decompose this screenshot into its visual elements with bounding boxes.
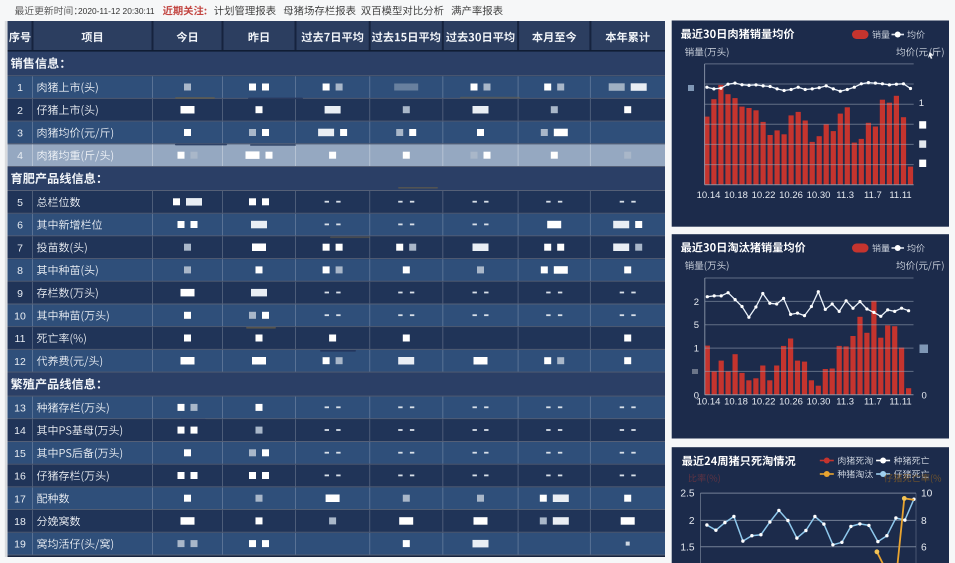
- svg-text:9: 9: [17, 288, 23, 300]
- svg-text:0: 0: [922, 390, 927, 401]
- svg-text:1: 1: [694, 344, 699, 355]
- svg-text:15: 15: [14, 448, 26, 460]
- svg-text:10.30: 10.30: [807, 397, 831, 408]
- svg-text:10.18: 10.18: [724, 397, 748, 408]
- svg-text:11.7: 11.7: [864, 190, 882, 201]
- svg-text:10.18: 10.18: [724, 190, 748, 201]
- svg-text:8: 8: [17, 265, 23, 277]
- svg-text:14: 14: [14, 425, 26, 437]
- svg-text:2020-11-12 20:30:11: 2020-11-12 20:30:11: [78, 6, 155, 16]
- svg-text:5: 5: [17, 197, 23, 209]
- svg-text:10.30: 10.30: [807, 190, 831, 201]
- svg-text:3: 3: [17, 128, 23, 140]
- svg-text:11: 11: [15, 333, 26, 345]
- svg-text:2: 2: [689, 516, 695, 527]
- svg-text:2: 2: [17, 105, 23, 117]
- svg-text:2.5: 2.5: [680, 489, 694, 500]
- svg-text:18: 18: [14, 516, 26, 528]
- svg-text:10.26: 10.26: [779, 397, 803, 408]
- svg-text:10.26: 10.26: [779, 190, 803, 201]
- svg-text:16: 16: [14, 471, 26, 483]
- svg-text:1: 1: [17, 82, 23, 94]
- svg-text:8: 8: [921, 516, 927, 527]
- svg-text:4: 4: [17, 150, 23, 162]
- svg-text:10.22: 10.22: [752, 190, 776, 201]
- svg-text:11.11: 11.11: [889, 397, 911, 408]
- svg-text:6: 6: [17, 220, 23, 232]
- svg-text:10: 10: [921, 489, 933, 500]
- svg-text:12: 12: [14, 356, 26, 368]
- svg-text:11.11: 11.11: [889, 190, 911, 201]
- svg-text:13: 13: [14, 403, 26, 415]
- svg-text:0: 0: [694, 390, 699, 401]
- svg-text:6: 6: [921, 542, 927, 553]
- svg-text:10.22: 10.22: [752, 397, 776, 408]
- svg-text:5: 5: [694, 320, 699, 331]
- svg-text:7: 7: [17, 242, 23, 254]
- svg-text:2: 2: [694, 297, 699, 308]
- svg-text:11.3: 11.3: [836, 190, 854, 201]
- svg-text:1.5: 1.5: [680, 542, 694, 553]
- svg-text:10.14: 10.14: [697, 397, 721, 408]
- svg-text:1: 1: [919, 98, 924, 109]
- svg-text:10.14: 10.14: [697, 190, 721, 201]
- svg-text:11.7: 11.7: [864, 397, 882, 408]
- svg-text:11.3: 11.3: [836, 397, 854, 408]
- svg-text:17: 17: [14, 493, 26, 505]
- svg-text:10: 10: [14, 310, 26, 322]
- svg-text:19: 19: [14, 539, 26, 551]
